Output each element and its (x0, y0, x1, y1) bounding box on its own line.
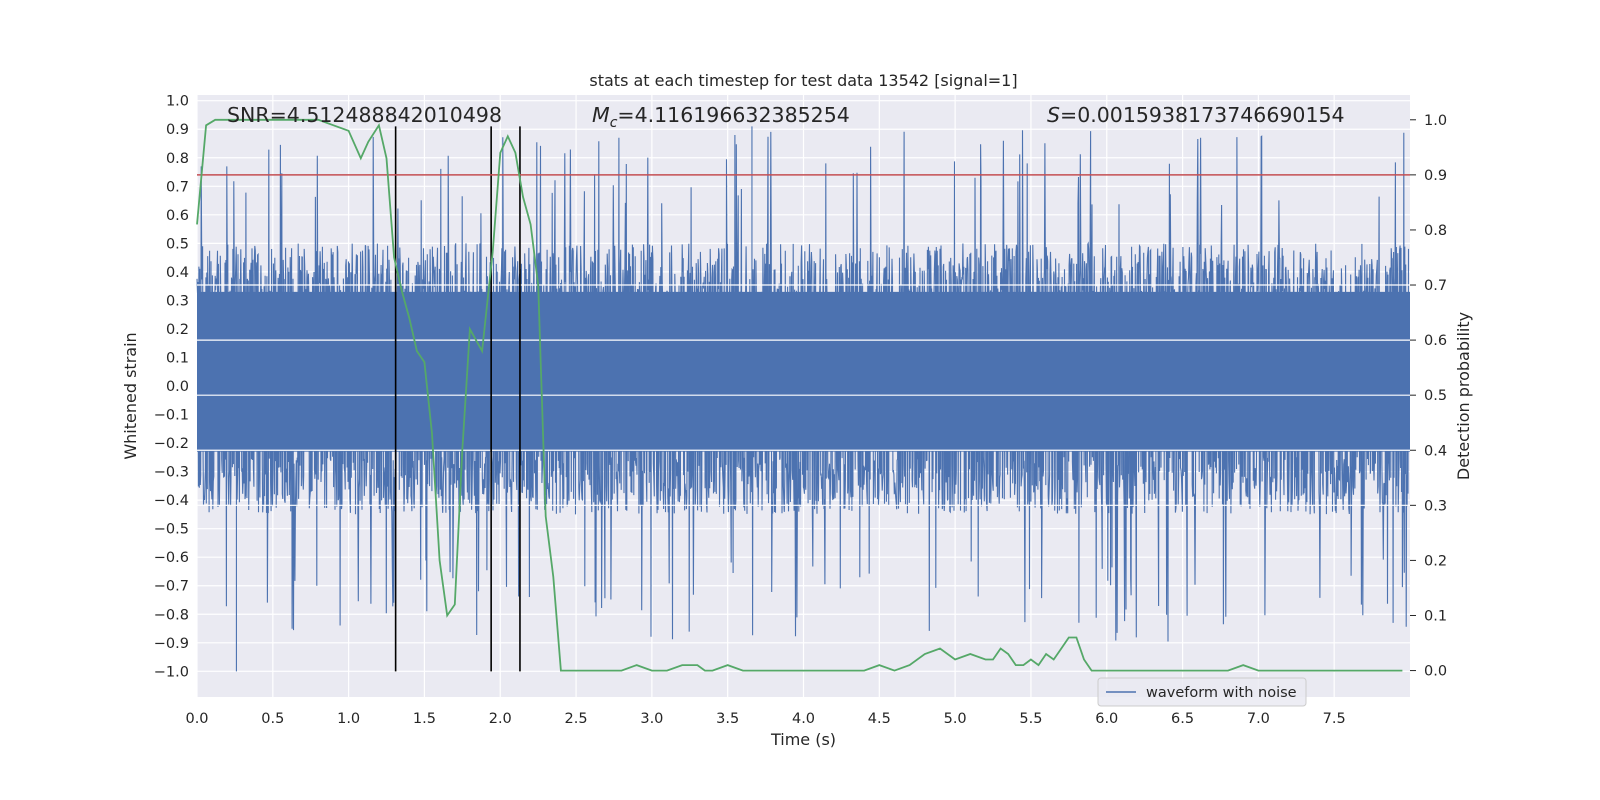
x-tick-label: 6.0 (1095, 711, 1118, 727)
snr-value: 4.512488842010498 (287, 103, 502, 127)
x-tick-label: 3.5 (716, 711, 739, 727)
series-waveform-with-noise (196, 126, 1410, 672)
y-axis-label: Whitened strain (121, 332, 140, 459)
x-tick-label: 1.0 (337, 711, 360, 727)
x-axis-label: Time (s) (770, 730, 836, 749)
x-tick-label: 3.0 (640, 711, 663, 727)
tick-labels: 0.0 0.5 1.0 1.5 2.0 2.5 3.0 3.5 4.0 4.5 5.0 5.5 6.0 6… (154, 94, 1447, 727)
mc-equals: = (617, 103, 634, 127)
probability-line (196, 118, 1403, 672)
y-tick-label: −0.7 (154, 579, 189, 595)
legend-label-waveform: waveform with noise (1146, 685, 1297, 701)
legend-box (1097, 677, 1307, 707)
x-tick-label: 1.5 (413, 711, 436, 727)
mc-value: 4.116196632385254 (635, 103, 850, 127)
x-tick-label: 4.0 (792, 711, 815, 727)
y-tick-label: −1.0 (154, 664, 189, 680)
y-tick-label: −0.3 (154, 465, 189, 481)
vertical-marker-lines (394, 126, 521, 672)
y-tick-label: 0.4 (166, 265, 189, 281)
x-tick-label: 4.5 (868, 711, 891, 727)
y-tick-label: −0.5 (154, 522, 189, 538)
chart-title: stats at each timestep for test data 135… (589, 71, 1017, 90)
y-tick-label: 1.0 (166, 94, 189, 110)
y2-tick-label: 0.2 (1424, 553, 1447, 569)
y-tick-label: −0.8 (154, 607, 189, 623)
y2-tick-label: 0.5 (1424, 388, 1447, 404)
x-tick-label: 5.5 (1019, 711, 1042, 727)
y2-tick-label: 0.9 (1424, 168, 1447, 184)
y-tick-label: −0.1 (154, 408, 189, 424)
y2-tick-label: 0.7 (1424, 278, 1447, 294)
y-tick-label: 0.5 (166, 236, 189, 252)
y2-tick-label: 0.1 (1424, 608, 1447, 624)
y2-tick-label: 0.8 (1424, 223, 1447, 239)
y-tick-label: −0.6 (154, 550, 189, 566)
y2-tick-label: 0.3 (1424, 498, 1447, 514)
y-tick-label: 0.3 (166, 293, 189, 309)
s-annotation: S=0.0015938173746690154 (1047, 103, 1345, 127)
x-tick-label: 7.5 (1323, 711, 1346, 727)
s-symbol: S (1047, 103, 1060, 127)
s-equals: = (1060, 103, 1077, 127)
y-tick-label: 0.8 (166, 151, 189, 167)
snr-annotation: SNR=4.512488842010498 (227, 103, 502, 127)
y-tick-label: 0.6 (166, 208, 189, 224)
y-tick-label: −0.9 (154, 636, 189, 652)
y-tick-label: −0.4 (154, 493, 189, 509)
x-tick-label: 7.0 (1247, 711, 1270, 727)
waveform-dense-band (197, 291, 1410, 452)
x-tick-label: 0.0 (185, 711, 208, 727)
x-tick-label: 5.0 (944, 711, 967, 727)
legend: waveform with noise (1097, 677, 1307, 707)
x-tick-label: 2.5 (565, 711, 588, 727)
y-tick-label: 0.7 (166, 179, 189, 195)
y-tick-label: −0.2 (154, 436, 189, 452)
series-detection-probability (196, 118, 1403, 672)
snr-prefix: SNR= (227, 103, 287, 127)
y-tick-label: 0.9 (166, 122, 189, 138)
y2-tick-label: 0.4 (1424, 443, 1447, 459)
y2-axis-label: Detection probability (1454, 312, 1473, 480)
y2-tick-label: 0.0 (1424, 664, 1447, 680)
y-tick-label: 0.0 (166, 379, 189, 395)
x-tick-label: 6.5 (1171, 711, 1194, 727)
x-tick-label: 2.0 (489, 711, 512, 727)
grid-overlay (197, 284, 1410, 506)
chirp-mass-annotation: Mc=4.116196632385254 (592, 103, 850, 131)
mc-subscript: c (610, 115, 618, 131)
s-value: 0.0015938173746690154 (1077, 103, 1344, 127)
y-tick-label: 0.2 (166, 322, 189, 338)
mc-symbol: M (592, 103, 610, 127)
y2-tick-label: 1.0 (1424, 113, 1447, 129)
x-tick-label: 0.5 (261, 711, 284, 727)
y-tick-label: 0.1 (166, 350, 189, 366)
y2-tick-label: 0.6 (1424, 333, 1447, 349)
